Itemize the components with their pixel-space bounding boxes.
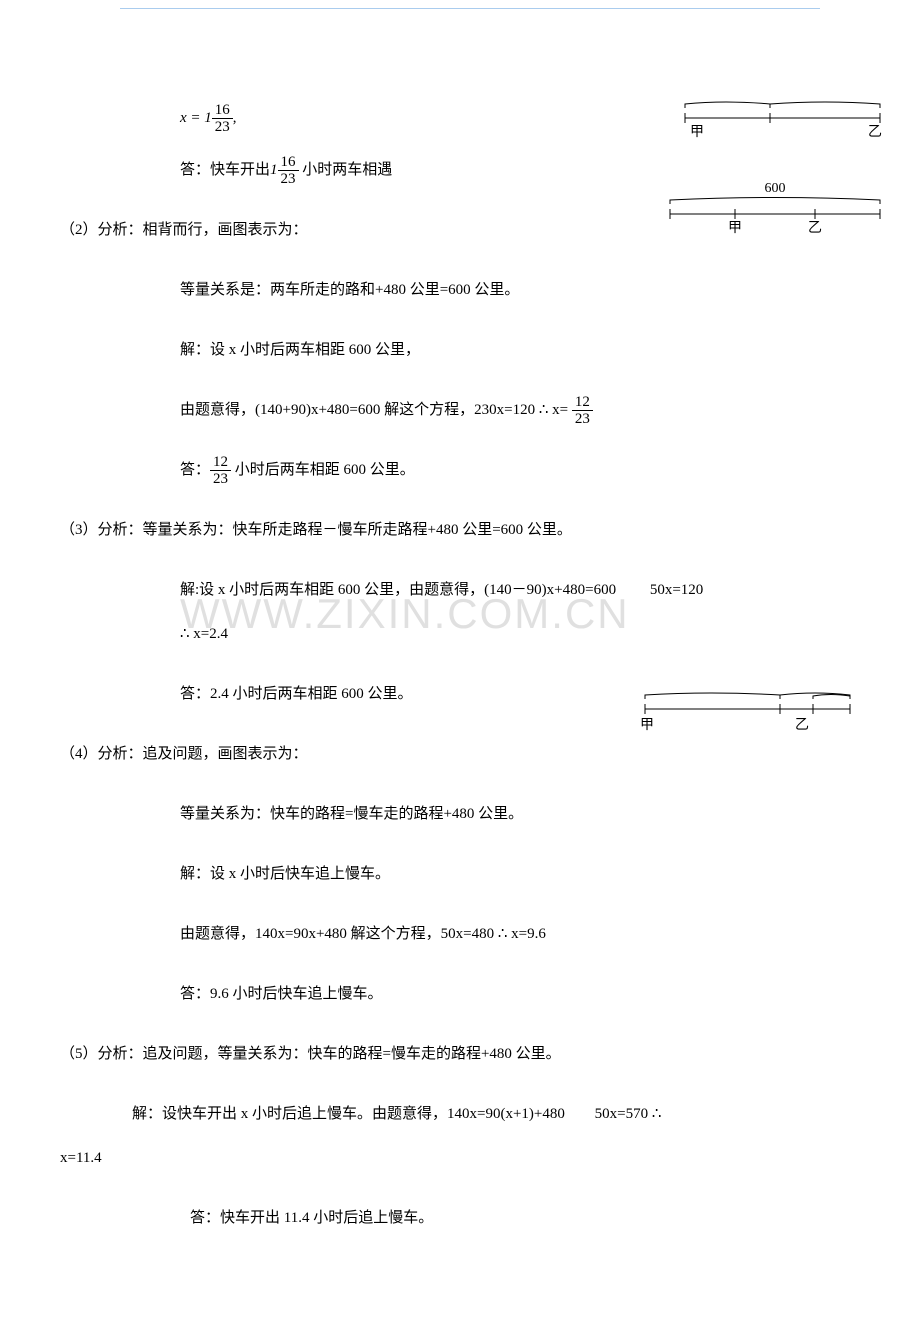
p3-sol-line1: 解:设 x 小时后两车相距 600 公里，由题意得，(140－90)x+480=… <box>60 572 860 608</box>
p4-equal: 等量关系为：快车的路程=慢车走的路程+480 公里。 <box>60 796 860 832</box>
p2-fraction: 1223 <box>572 394 593 428</box>
p5-sol1: 解：设快车开出 x 小时后追上慢车。由题意得，140x=90(x+1)+480 <box>132 1106 565 1122</box>
p2-equation: 由题意得，(140+90)x+480=600 解这个方程，230x=120 ∴ … <box>60 392 860 428</box>
p4-analysis: （4）分析：追及问题，画图表示为： <box>60 736 860 772</box>
p5-sol-line1: 解：设快车开出 x 小时后追上慢车。由题意得，140x=90(x+1)+480 … <box>60 1096 860 1132</box>
p5-sol2: x=11.4 <box>60 1140 860 1176</box>
eq1-prefix: x = 1 <box>180 110 212 126</box>
p5-sol1-right: 50x=570 ∴ <box>595 1106 662 1122</box>
answer-1: 答：快车开出11623 小时两车相遇 <box>60 152 860 188</box>
diag3-left-label: 甲 <box>640 718 654 733</box>
p4-equation: 由题意得，140x=90x+480 解这个方程，50x=480 ∴ x=9.6 <box>60 916 860 952</box>
p2-let: 解：设 x 小时后两车相距 600 公里， <box>60 332 860 368</box>
ans1-suffix: 小时两车相遇 <box>302 162 392 178</box>
p4-answer: 答：9.6 小时后快车追上慢车。 <box>60 976 860 1012</box>
p5-answer: 答：快车开出 11.4 小时后追上慢车。 <box>60 1200 860 1236</box>
eq1-fraction: 1623 <box>212 102 233 136</box>
p3-sol2: ∴ x=2.4 <box>60 616 860 652</box>
p2-eq-prefix: 由题意得，(140+90)x+480=600 解这个方程，230x=120 ∴ … <box>180 402 572 418</box>
p2-ans-fraction: 1223 <box>210 454 231 488</box>
eq1-suffix: , <box>233 110 237 126</box>
p2-ans-suffix: 小时后两车相距 600 公里。 <box>231 462 415 478</box>
p3-analysis: （3）分析：等量关系为：快车所走路程－慢车所走路程+480 公里=600 公里。 <box>60 512 860 548</box>
p2-equal: 等量关系是：两车所走的路和+480 公里=600 公里。 <box>60 272 860 308</box>
p2-ans-prefix: 答： <box>180 462 210 478</box>
p3-sol1: 解:设 x 小时后两车相距 600 公里，由题意得，(140－90)x+480=… <box>180 582 616 598</box>
diag3-right-label: 乙 <box>795 717 809 733</box>
p2-answer: 答：1223 小时后两车相距 600 公里。 <box>60 452 860 488</box>
ans1-prefix: 答：快车开出 <box>180 162 270 178</box>
p3-answer: 答：2.4 小时后两车相距 600 公里。 <box>60 676 860 712</box>
equation-1: x = 11623, <box>60 100 860 136</box>
p4-let: 解：设 x 小时后快车追上慢车。 <box>60 856 860 892</box>
p3-sol1-right: 50x=120 <box>650 582 703 598</box>
p5-analysis: （5）分析：追及问题，等量关系为：快车的路程=慢车走的路程+480 公里。 <box>60 1036 860 1072</box>
p2-analysis: （2）分析：相背而行，画图表示为： <box>60 212 860 248</box>
header-divider <box>120 8 820 9</box>
ans1-whole: 1 <box>270 162 278 178</box>
diag1-right-label: 乙 <box>868 124 882 140</box>
ans1-fraction: 1623 <box>278 154 299 188</box>
